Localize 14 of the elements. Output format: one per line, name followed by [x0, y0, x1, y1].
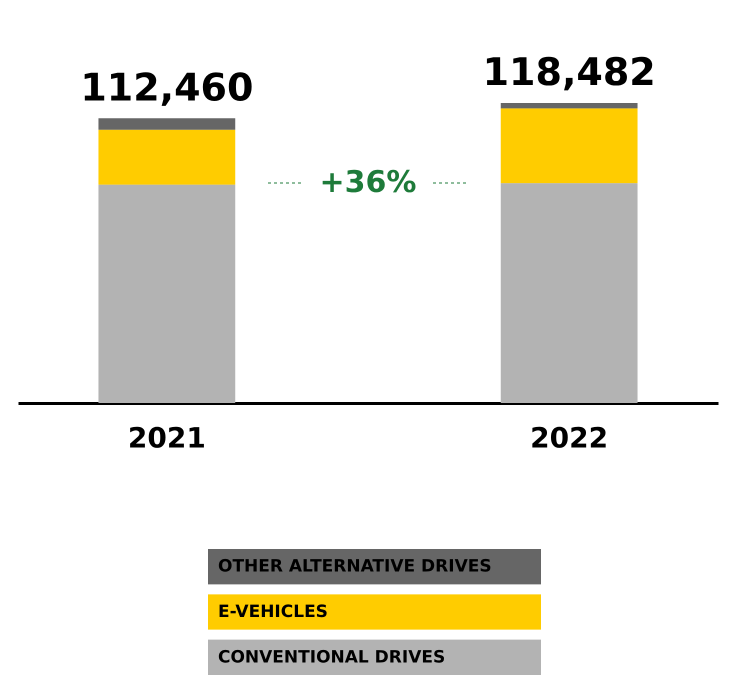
bar: [98, 184, 236, 403]
bar: [98, 118, 236, 130]
text: CONVENTIONAL DRIVES: [218, 647, 446, 668]
text: OTHER ALTERNATIVE DRIVES: [218, 556, 492, 577]
annotation: +36%: [320, 165, 416, 200]
annotation: 112,460: [80, 65, 254, 110]
bar: [500, 183, 638, 403]
bar: [500, 108, 638, 184]
text: E-VEHICLES: [218, 602, 328, 622]
x-tick-label: 2021: [128, 422, 206, 454]
bar: [500, 103, 638, 108]
x-tick-label: 2022: [530, 422, 608, 454]
bar: [98, 130, 236, 185]
annotation: 118,482: [482, 50, 656, 94]
